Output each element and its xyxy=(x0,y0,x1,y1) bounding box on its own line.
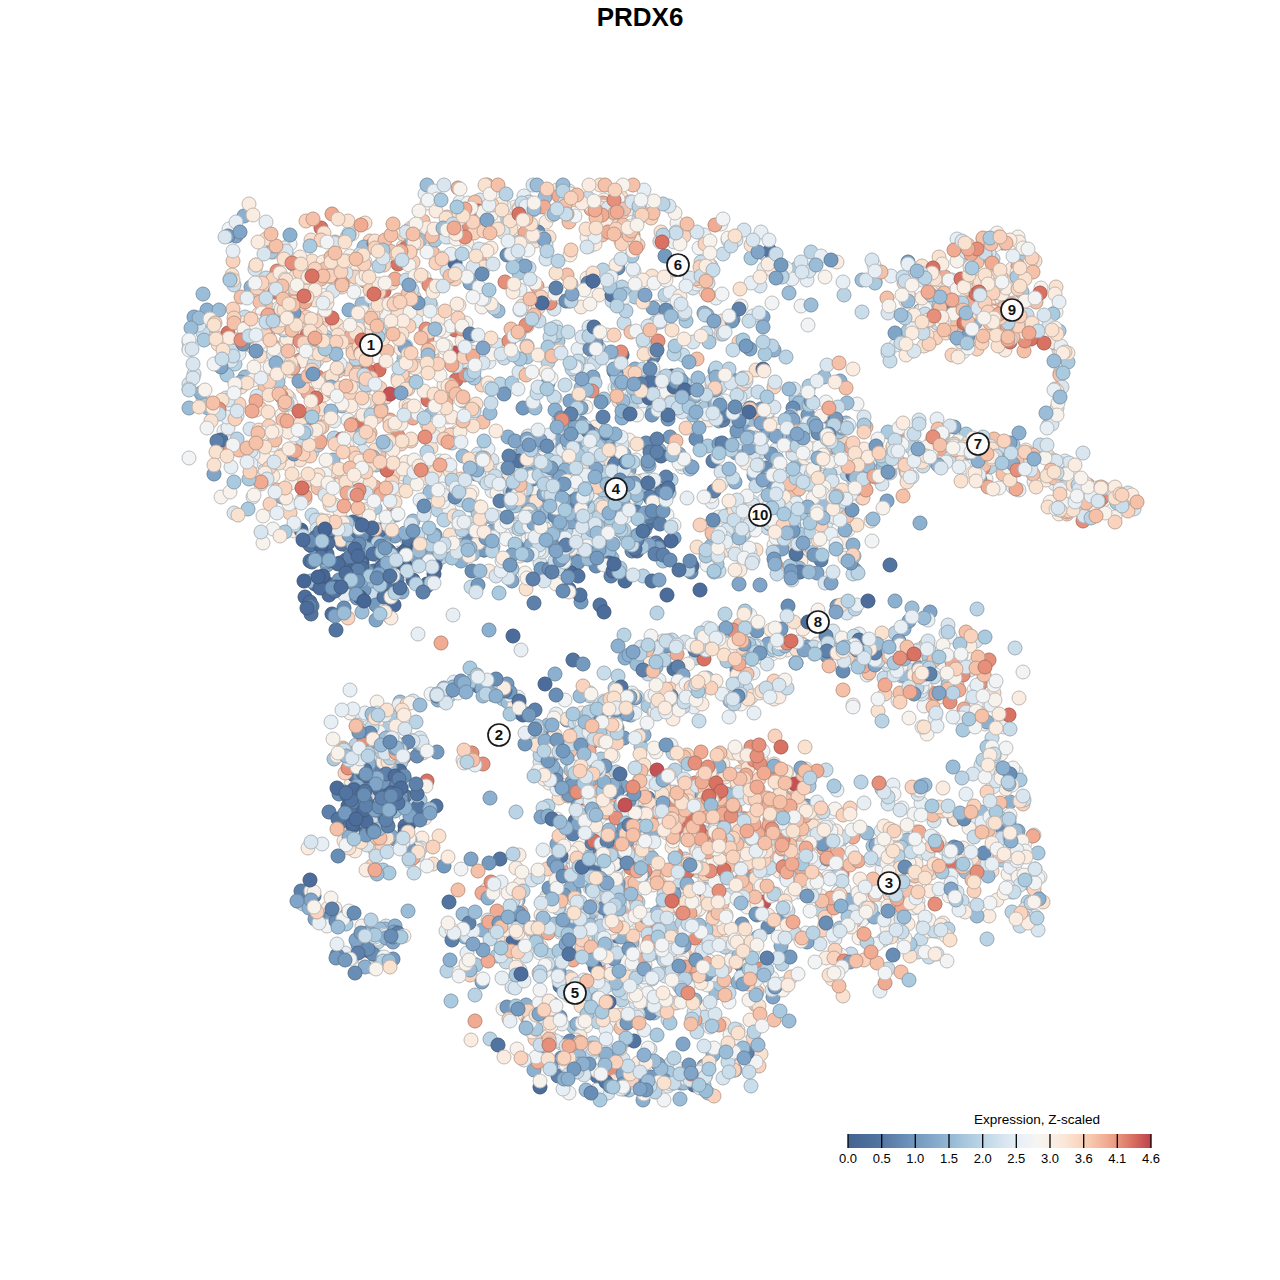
svg-text:4: 4 xyxy=(612,480,621,497)
svg-text:1.5: 1.5 xyxy=(940,1151,958,1166)
svg-text:1: 1 xyxy=(367,336,375,353)
svg-text:PRDX6: PRDX6 xyxy=(597,2,684,32)
svg-text:10: 10 xyxy=(752,506,769,523)
svg-text:2.0: 2.0 xyxy=(974,1151,992,1166)
svg-text:2.5: 2.5 xyxy=(1007,1151,1025,1166)
svg-text:8: 8 xyxy=(814,613,822,630)
svg-text:6: 6 xyxy=(674,256,682,273)
svg-text:4.6: 4.6 xyxy=(1142,1151,1160,1166)
svg-text:5: 5 xyxy=(571,984,579,1001)
svg-text:Expression, Z-scaled: Expression, Z-scaled xyxy=(974,1112,1100,1127)
svg-text:3.6: 3.6 xyxy=(1075,1151,1093,1166)
svg-text:0.5: 0.5 xyxy=(873,1151,891,1166)
svg-text:1.0: 1.0 xyxy=(906,1151,924,1166)
svg-text:0.0: 0.0 xyxy=(839,1151,857,1166)
svg-text:4.1: 4.1 xyxy=(1108,1151,1126,1166)
svg-text:7: 7 xyxy=(974,435,982,452)
svg-text:3.0: 3.0 xyxy=(1041,1151,1059,1166)
svg-text:9: 9 xyxy=(1008,301,1016,318)
svg-text:3: 3 xyxy=(885,874,893,891)
svg-text:2: 2 xyxy=(495,726,503,743)
